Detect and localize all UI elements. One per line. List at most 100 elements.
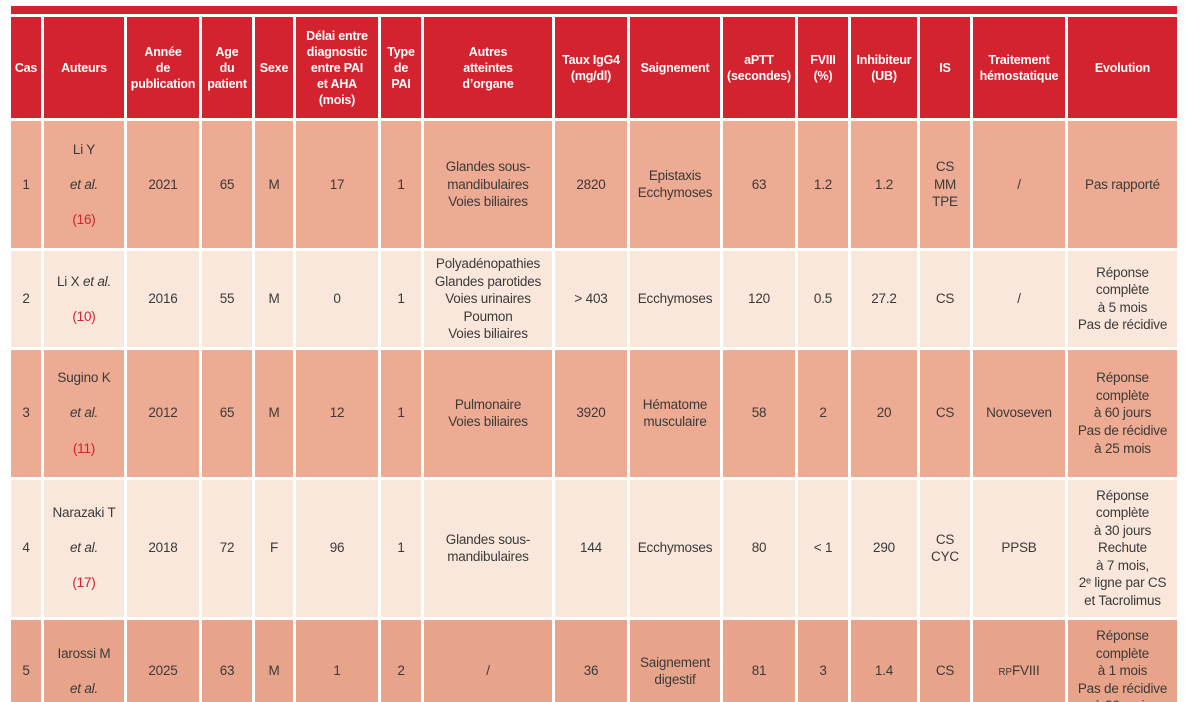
- cell-is: CS CYC: [920, 479, 970, 617]
- cell-sex: M: [255, 250, 293, 347]
- cell-bleeding: Epistaxis Ecchymoses: [630, 121, 720, 248]
- cell-treatment: /: [973, 121, 1065, 248]
- cell-age: 63: [202, 619, 252, 702]
- cell-treatment: Novoseven: [973, 349, 1065, 477]
- cell-year: 2021: [127, 121, 199, 248]
- cell-inhibitor: 27.2: [851, 250, 917, 347]
- cell-igg4: 2820: [555, 121, 627, 248]
- author-name: Li Y: [72, 141, 96, 157]
- cell-type-pai: 1: [381, 250, 421, 347]
- cell-is: CS MM TPE: [920, 121, 970, 248]
- cell-igg4: 36: [555, 619, 627, 702]
- col-header-delai: Délai entre diagnostic entre PAI et AHA …: [296, 17, 378, 118]
- cell-authors: Iarossi M et al.: [44, 619, 124, 702]
- author-etal: et al.: [69, 405, 99, 421]
- cell-cas: 2: [11, 250, 41, 347]
- cell-igg4: > 403: [555, 250, 627, 347]
- author-citation: (11): [72, 440, 96, 456]
- cell-aptt: 80: [723, 479, 795, 617]
- cell-igg4: 144: [555, 479, 627, 617]
- cell-sex: M: [255, 121, 293, 248]
- cell-evolution: Réponse complète à 60 jours Pas de récid…: [1068, 349, 1177, 477]
- col-header-fviii: FVIII (%): [798, 17, 848, 118]
- table-row-case-4: 4 Narazaki T et al. (17) 2018 72 F 96 1 …: [11, 479, 1177, 617]
- cell-cas: 1: [11, 121, 41, 248]
- author-etal: et al.: [82, 273, 112, 289]
- cell-is: CS: [920, 349, 970, 477]
- col-header-inhibiteur: Inhibiteur (UB): [851, 17, 917, 118]
- cell-aptt: 63: [723, 121, 795, 248]
- cell-age: 55: [202, 250, 252, 347]
- cell-delay: 0: [296, 250, 378, 347]
- cell-aptt: 120: [723, 250, 795, 347]
- cell-aptt: 58: [723, 349, 795, 477]
- cell-delay: 17: [296, 121, 378, 248]
- cell-year: 2018: [127, 479, 199, 617]
- author-etal: et al.: [69, 540, 99, 556]
- col-header-auteurs: Auteurs: [44, 17, 124, 118]
- table-row-case-3: 3 Sugino K et al. (11) 2012 65 M 12 1 Pu…: [11, 349, 1177, 477]
- cell-type-pai: 2: [381, 619, 421, 702]
- col-header-age: Age du patient: [202, 17, 252, 118]
- cell-sex: M: [255, 619, 293, 702]
- col-header-type-pai: Type de PAI: [381, 17, 421, 118]
- cell-fviii: 0.5: [798, 250, 848, 347]
- table-row-case-5: 5 Iarossi M et al. 2025 63 M 1 2 / 36 Sa…: [11, 619, 1177, 702]
- cell-evolution: Pas rapporté: [1068, 121, 1177, 248]
- cell-age: 65: [202, 121, 252, 248]
- cell-is: CS: [920, 619, 970, 702]
- col-header-annee: Année de publication: [127, 17, 199, 118]
- author-name: Li X: [56, 273, 80, 289]
- cell-delay: 1: [296, 619, 378, 702]
- col-header-autres-atteintes: Autres atteintes d’organe: [424, 17, 552, 118]
- cell-delay: 96: [296, 479, 378, 617]
- cell-organs: Glandes sous- mandibulaires Voies biliai…: [424, 121, 552, 248]
- cell-cas: 5: [11, 619, 41, 702]
- author-name-line: Li X et al.: [45, 273, 123, 291]
- cell-evolution: Réponse complète à 30 jours Rechute à 7 …: [1068, 479, 1177, 617]
- cell-authors: Li Y et al. (16): [44, 121, 124, 248]
- author-citation: (10): [72, 308, 96, 324]
- author-citation: (17): [72, 575, 96, 591]
- cell-fviii: 1.2: [798, 121, 848, 248]
- col-header-traitement: Traitement hémostatique: [973, 17, 1065, 118]
- cell-fviii: 3: [798, 619, 848, 702]
- cell-organs: /: [424, 619, 552, 702]
- cell-is: CS: [920, 250, 970, 347]
- col-header-aptt: aPTT (secondes): [723, 17, 795, 118]
- cell-age: 65: [202, 349, 252, 477]
- cell-inhibitor: 1.4: [851, 619, 917, 702]
- cell-bleeding: Ecchymoses: [630, 250, 720, 347]
- col-header-taux-igg4: Taux IgG4 (mg/dl): [555, 17, 627, 118]
- cell-type-pai: 1: [381, 349, 421, 477]
- cell-sex: F: [255, 479, 293, 617]
- cell-year: 2016: [127, 250, 199, 347]
- cell-treatment: PPSB: [973, 479, 1065, 617]
- cell-inhibitor: 1.2: [851, 121, 917, 248]
- cell-bleeding: Saignement digestif: [630, 619, 720, 702]
- cell-sex: M: [255, 349, 293, 477]
- col-header-saignement: Saignement: [630, 17, 720, 118]
- cell-cas: 4: [11, 479, 41, 617]
- table-row-case-2: 2 Li X et al. (10) 2016 55 M 0 1 Polyadé…: [11, 250, 1177, 347]
- cell-organs: Pulmonaire Voies biliaires: [424, 349, 552, 477]
- col-header-sexe: Sexe: [255, 17, 293, 118]
- cell-organs: Polyadénopathies Glandes parotides Voies…: [424, 250, 552, 347]
- cell-age: 72: [202, 479, 252, 617]
- cell-igg4: 3920: [555, 349, 627, 477]
- cell-fviii: 2: [798, 349, 848, 477]
- col-header-is: IS: [920, 17, 970, 118]
- header-row: Cas Auteurs Année de publication Age du …: [11, 17, 1177, 118]
- cell-inhibitor: 20: [851, 349, 917, 477]
- cell-cas: 3: [11, 349, 41, 477]
- cell-bleeding: Hématome musculaire: [630, 349, 720, 477]
- author-name: Iarossi M: [57, 645, 111, 661]
- cell-organs: Glandes sous- mandibulaires: [424, 479, 552, 617]
- cell-authors: Sugino K et al. (11): [44, 349, 124, 477]
- cell-delay: 12: [296, 349, 378, 477]
- author-etal: et al.: [69, 176, 99, 192]
- cell-inhibitor: 290: [851, 479, 917, 617]
- cell-aptt: 81: [723, 619, 795, 702]
- cell-bleeding: Ecchymoses: [630, 479, 720, 617]
